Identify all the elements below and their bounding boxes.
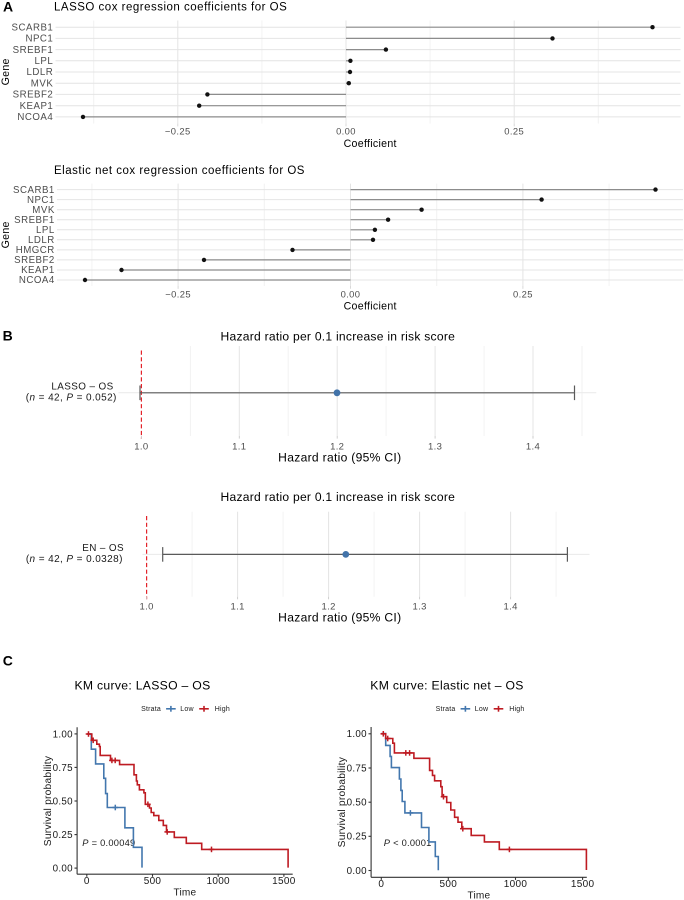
- svg-text:0.00: 0.00: [347, 866, 368, 877]
- svg-text:1.3: 1.3: [428, 442, 442, 453]
- svg-text:B: B: [3, 328, 13, 344]
- svg-text:(n = 42, P = 0.0328): (n = 42, P = 0.0328): [26, 554, 123, 565]
- svg-text:LASSO cox regression coefficie: LASSO cox regression coefficients for OS: [54, 1, 287, 13]
- svg-text:Survival probability: Survival probability: [43, 755, 54, 846]
- svg-text:Hazard ratio per 0.1 increase: Hazard ratio per 0.1 increase in risk sc…: [221, 330, 456, 344]
- svg-text:1000: 1000: [206, 876, 230, 887]
- svg-text:A: A: [3, 0, 13, 15]
- svg-text:SREBF2: SREBF2: [13, 90, 54, 101]
- svg-text:High: High: [509, 706, 524, 713]
- svg-text:Strata: Strata: [141, 706, 161, 713]
- svg-text:MVK: MVK: [32, 205, 55, 216]
- svg-text:LDLR: LDLR: [28, 235, 55, 246]
- svg-text:1.3: 1.3: [412, 602, 426, 613]
- svg-text:MVK: MVK: [31, 78, 54, 89]
- svg-text:−0.25: −0.25: [165, 126, 191, 137]
- svg-text:SCARB1: SCARB1: [13, 185, 55, 196]
- svg-text:1.4: 1.4: [503, 602, 517, 613]
- svg-text:1.1: 1.1: [230, 602, 244, 613]
- svg-text:1.0: 1.0: [134, 442, 148, 453]
- svg-text:SCARB1: SCARB1: [12, 22, 54, 33]
- svg-text:Hazard ratio (95% CI): Hazard ratio (95% CI): [278, 610, 401, 624]
- svg-text:Gene: Gene: [0, 221, 12, 248]
- svg-text:0.25: 0.25: [504, 126, 524, 137]
- svg-text:(n = 42, P = 0.052): (n = 42, P = 0.052): [26, 393, 117, 404]
- svg-text:KEAP1: KEAP1: [20, 101, 54, 112]
- svg-text:SREBF1: SREBF1: [14, 215, 55, 226]
- svg-text:Survival probability: Survival probability: [337, 756, 348, 847]
- svg-text:1500: 1500: [272, 876, 296, 887]
- svg-text:1.4: 1.4: [526, 442, 540, 453]
- svg-text:KM curve: LASSO – OS: KM curve: LASSO – OS: [74, 678, 210, 692]
- svg-text:0.25: 0.25: [513, 288, 533, 299]
- svg-text:C: C: [3, 652, 13, 668]
- svg-text:0.00: 0.00: [53, 864, 74, 875]
- svg-text:0: 0: [84, 876, 90, 887]
- svg-text:LPL: LPL: [35, 56, 54, 67]
- svg-text:0.75: 0.75: [53, 763, 74, 774]
- svg-text:Low: Low: [475, 706, 489, 713]
- svg-text:1.00: 1.00: [347, 729, 368, 740]
- svg-text:NPC1: NPC1: [27, 195, 55, 206]
- svg-text:1.0: 1.0: [139, 602, 153, 613]
- svg-text:1500: 1500: [571, 879, 595, 890]
- svg-text:Gene: Gene: [0, 58, 12, 85]
- svg-text:0.00: 0.00: [341, 288, 361, 299]
- svg-text:0.25: 0.25: [53, 830, 74, 841]
- svg-text:LPL: LPL: [36, 225, 55, 236]
- svg-text:NCOA4: NCOA4: [19, 275, 55, 286]
- svg-text:1.00: 1.00: [53, 729, 74, 740]
- svg-text:NCOA4: NCOA4: [17, 112, 53, 123]
- svg-text:1.1: 1.1: [232, 442, 246, 453]
- svg-text:1000: 1000: [504, 879, 528, 890]
- svg-text:LDLR: LDLR: [27, 67, 54, 78]
- svg-text:Time: Time: [467, 891, 490, 900]
- svg-text:0.25: 0.25: [347, 832, 368, 843]
- svg-text:−0.25: −0.25: [165, 288, 191, 299]
- svg-text:500: 500: [440, 879, 458, 890]
- svg-text:0.75: 0.75: [347, 763, 368, 774]
- svg-text:Low: Low: [180, 706, 194, 713]
- svg-text:SREBF2: SREBF2: [14, 255, 55, 266]
- svg-text:Time: Time: [173, 888, 196, 899]
- svg-text:1.2: 1.2: [330, 442, 344, 453]
- svg-text:0.50: 0.50: [347, 798, 368, 809]
- svg-text:Elastic net cox regression coe: Elastic net cox regression coefficients …: [54, 165, 305, 177]
- svg-text:1.2: 1.2: [321, 602, 335, 613]
- svg-text:Hazard ratio per 0.1 increase: Hazard ratio per 0.1 increase in risk sc…: [221, 490, 456, 504]
- svg-text:Coefficient: Coefficient: [344, 301, 397, 313]
- svg-text:High: High: [215, 706, 230, 713]
- svg-text:Hazard ratio (95% CI): Hazard ratio (95% CI): [278, 450, 401, 464]
- svg-text:P < 0.0001: P < 0.0001: [384, 838, 432, 848]
- svg-text:EN – OS: EN – OS: [82, 543, 124, 554]
- svg-text:KM curve: Elastic net – OS: KM curve: Elastic net – OS: [370, 678, 523, 692]
- svg-text:0.00: 0.00: [336, 126, 356, 137]
- svg-text:P = 0.00049: P = 0.00049: [82, 838, 135, 848]
- svg-text:KEAP1: KEAP1: [21, 265, 55, 276]
- svg-text:500: 500: [144, 876, 162, 887]
- svg-text:LASSO – OS: LASSO – OS: [51, 381, 113, 392]
- svg-text:0: 0: [378, 879, 384, 890]
- svg-text:Coefficient: Coefficient: [344, 138, 397, 150]
- svg-text:NPC1: NPC1: [25, 34, 53, 45]
- svg-text:0.50: 0.50: [53, 796, 74, 807]
- svg-text:SREBF1: SREBF1: [13, 45, 54, 56]
- svg-text:Strata: Strata: [436, 706, 456, 713]
- svg-text:HMGCR: HMGCR: [16, 245, 55, 256]
